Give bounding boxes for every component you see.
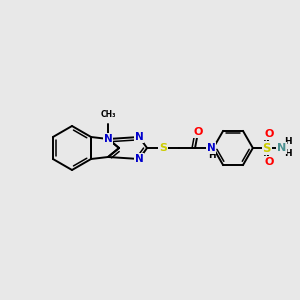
Text: N: N xyxy=(277,143,286,153)
Text: O: O xyxy=(264,129,274,139)
Text: O: O xyxy=(264,157,274,167)
Text: H: H xyxy=(284,149,292,158)
Text: H: H xyxy=(208,152,216,160)
Text: H: H xyxy=(284,137,292,146)
Text: S: S xyxy=(262,142,271,154)
Text: N: N xyxy=(135,132,143,142)
Text: N: N xyxy=(104,134,112,144)
Text: O: O xyxy=(194,127,203,137)
Text: N: N xyxy=(207,143,215,153)
Text: CH₃: CH₃ xyxy=(100,110,116,119)
Text: N: N xyxy=(135,154,143,164)
Text: S: S xyxy=(159,143,167,153)
